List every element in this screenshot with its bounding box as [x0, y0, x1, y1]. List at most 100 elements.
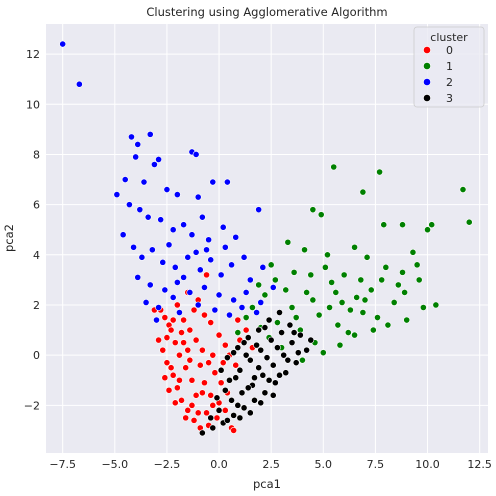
y-tick-label: 10	[26, 98, 40, 111]
data-point	[217, 271, 225, 279]
data-point	[59, 40, 67, 48]
data-point	[188, 231, 196, 239]
data-point	[207, 256, 215, 264]
data-point	[309, 206, 317, 214]
data-point	[265, 376, 273, 384]
data-point	[182, 414, 190, 422]
data-point	[215, 291, 223, 299]
data-point	[263, 354, 271, 362]
data-point	[459, 186, 467, 193]
data-point	[234, 401, 242, 409]
data-point	[244, 384, 252, 392]
data-point	[230, 427, 238, 434]
data-point	[255, 364, 263, 372]
data-point	[278, 329, 285, 336]
data-point	[186, 326, 194, 334]
data-point	[180, 316, 188, 324]
data-point	[211, 369, 219, 377]
data-point	[161, 286, 169, 294]
data-point	[315, 311, 323, 319]
data-point	[292, 314, 300, 321]
data-point	[194, 193, 202, 201]
data-point	[399, 268, 406, 276]
data-point	[276, 371, 283, 379]
data-point	[380, 221, 388, 229]
data-point	[321, 263, 329, 271]
data-point	[155, 156, 162, 163]
y-tick-label: 6	[33, 199, 40, 212]
data-point	[251, 374, 258, 382]
data-point	[223, 178, 231, 186]
data-point	[217, 366, 225, 374]
y-tick-label: 0	[33, 349, 40, 362]
legend-label: 2	[446, 76, 453, 89]
data-point	[167, 326, 175, 334]
data-point	[176, 376, 183, 384]
data-point	[136, 206, 144, 214]
x-tick-label: −2.5	[154, 458, 181, 471]
data-point	[194, 301, 202, 309]
data-point	[113, 191, 121, 198]
data-point	[184, 253, 192, 261]
data-point	[232, 374, 240, 382]
x-tick-label: 7.5	[367, 458, 385, 471]
data-point	[340, 271, 348, 279]
data-point	[369, 326, 377, 334]
data-point	[161, 374, 169, 382]
data-point	[173, 384, 181, 392]
data-points	[59, 40, 473, 437]
data-point	[257, 399, 265, 407]
data-point	[384, 321, 392, 329]
data-point	[192, 336, 200, 344]
y-axis-ticks: −2 0 2 4 6 8 10 12	[24, 48, 40, 412]
data-point	[146, 281, 154, 289]
data-point	[142, 299, 150, 306]
data-point	[230, 296, 238, 304]
data-point	[201, 311, 208, 319]
data-point	[261, 291, 269, 299]
data-point	[269, 391, 277, 399]
data-point	[188, 401, 196, 409]
data-point	[292, 359, 300, 367]
legend-label: 1	[446, 60, 453, 73]
x-tick-label: 12.5	[467, 458, 492, 471]
data-point	[148, 246, 156, 254]
data-point	[282, 369, 290, 377]
data-point	[363, 253, 371, 261]
data-point	[232, 361, 240, 369]
data-point	[346, 306, 354, 314]
x-axis-ticks: −7.5 −5.0 −2.5 0.0 2.5 5.0 7.5 10.0 12.5	[49, 458, 492, 471]
data-point	[240, 339, 248, 347]
data-point	[190, 306, 198, 314]
data-point	[324, 251, 331, 259]
data-point	[307, 336, 315, 344]
legend: cluster 0 1 2 3	[413, 26, 485, 108]
legend-items: 0 1 2 3	[423, 44, 453, 105]
data-point	[242, 314, 250, 321]
data-point	[163, 359, 171, 367]
data-point	[221, 406, 229, 414]
data-point	[255, 326, 263, 334]
data-point	[309, 296, 317, 304]
data-point	[382, 263, 390, 271]
data-point	[176, 309, 183, 316]
data-point	[209, 351, 217, 359]
data-point	[201, 284, 208, 291]
data-point	[169, 226, 177, 234]
data-point	[178, 396, 185, 404]
data-point	[188, 376, 196, 384]
series-1	[234, 163, 473, 364]
data-point	[403, 316, 411, 324]
data-point	[205, 359, 213, 367]
data-point	[157, 216, 165, 224]
data-point	[128, 133, 135, 141]
data-point	[167, 364, 175, 372]
data-point	[232, 233, 240, 241]
data-point	[221, 341, 229, 349]
data-point	[198, 389, 206, 397]
data-point	[269, 284, 277, 291]
y-tick-label: 12	[26, 48, 40, 61]
data-point	[261, 324, 269, 331]
data-point	[242, 326, 250, 334]
